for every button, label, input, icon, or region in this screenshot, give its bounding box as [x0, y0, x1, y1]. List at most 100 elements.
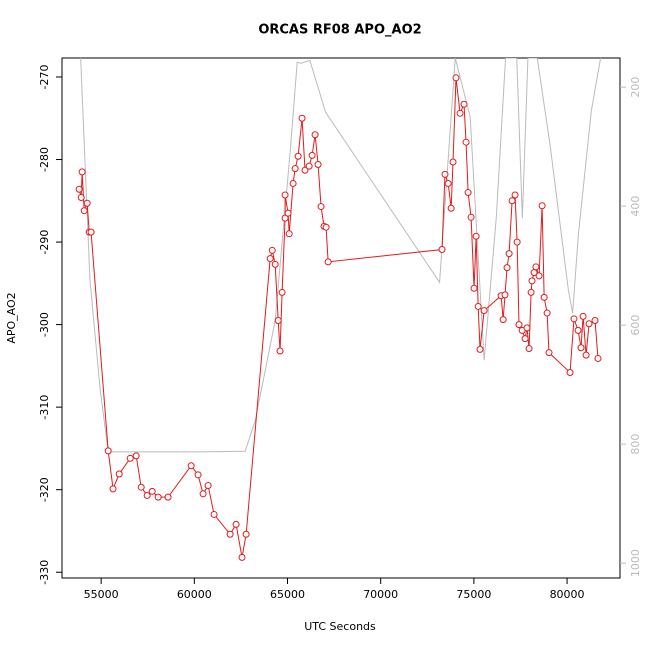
data-point	[238, 553, 246, 561]
data-point	[574, 326, 582, 334]
data-point	[525, 345, 533, 353]
data-point	[210, 510, 218, 518]
data-point	[199, 490, 207, 498]
data-point	[75, 185, 83, 193]
data-point	[281, 191, 289, 199]
data-point	[87, 228, 95, 236]
data-point	[474, 302, 482, 310]
data-point	[324, 258, 332, 266]
x-tick-label: 80000	[550, 588, 585, 601]
data-point	[126, 454, 134, 462]
data-point	[305, 162, 313, 170]
data-point	[109, 485, 117, 493]
data-point	[274, 316, 282, 324]
y2-tick-label: 400	[629, 196, 642, 217]
chart-title: ORCAS RF08 APO_AO2	[258, 23, 421, 38]
data-point	[538, 202, 546, 210]
y2-tick-label: 1000	[629, 549, 642, 577]
data-point	[579, 312, 587, 320]
data-point	[285, 230, 293, 238]
data-point	[501, 291, 509, 299]
data-point	[301, 166, 309, 174]
data-point	[499, 316, 507, 324]
data-point	[449, 158, 457, 166]
data-point	[540, 293, 548, 301]
data-point	[462, 138, 470, 146]
data-point	[438, 245, 446, 253]
y-axis-label: APO_AO2	[5, 292, 18, 343]
data-point	[452, 74, 460, 82]
y-tick-label: -270	[38, 64, 51, 89]
data-point	[476, 345, 484, 353]
plot-frame	[61, 57, 621, 579]
data-point	[276, 347, 284, 355]
data-point	[594, 354, 602, 362]
data-point	[281, 214, 289, 222]
data-point	[308, 151, 316, 159]
data-point	[505, 250, 513, 258]
y-tick-label: -310	[38, 395, 51, 420]
data-point	[535, 272, 543, 280]
data-point	[132, 452, 140, 460]
y-tick-label: -290	[38, 230, 51, 255]
x-tick-label: 55000	[84, 588, 119, 601]
data-point	[242, 530, 250, 538]
data-point	[444, 179, 452, 187]
data-point	[577, 344, 585, 352]
y-tick-label: -280	[38, 147, 51, 172]
data-point	[503, 264, 511, 272]
data-point	[545, 349, 553, 357]
data-point	[266, 255, 274, 263]
y2-tick-label: 600	[629, 315, 642, 336]
data-point	[232, 520, 240, 528]
data-point	[291, 165, 299, 173]
data-point	[187, 462, 195, 470]
data-point	[532, 263, 540, 271]
x-axis-label: UTC Seconds	[304, 620, 376, 633]
data-point	[470, 284, 478, 292]
data-point	[104, 447, 112, 455]
data-point	[298, 114, 306, 122]
data-point	[78, 168, 86, 176]
data-point	[204, 482, 212, 490]
data-point	[508, 197, 516, 205]
plot-area	[75, 58, 602, 561]
data-point	[83, 199, 91, 207]
data-point	[472, 232, 480, 240]
data-point	[311, 131, 319, 139]
data-point	[77, 193, 85, 201]
data-point	[271, 260, 279, 268]
data-point	[80, 207, 88, 215]
x-tick-label: 75000	[456, 588, 491, 601]
data-point	[582, 351, 590, 359]
data-point	[137, 483, 145, 491]
x-tick-label: 65000	[270, 588, 305, 601]
data-point	[467, 213, 475, 221]
y-tick-label: -320	[38, 477, 51, 502]
data-point	[513, 238, 521, 246]
data-point	[585, 320, 593, 328]
data-point	[511, 191, 519, 199]
data-point	[515, 321, 523, 329]
data-point	[527, 288, 535, 296]
series-line	[80, 58, 602, 453]
data-point	[591, 316, 599, 324]
data-point	[570, 315, 578, 323]
data-point	[460, 100, 468, 108]
data-point	[284, 209, 292, 217]
y2-tick-label: 800	[629, 434, 642, 455]
y-tick-label: -300	[38, 312, 51, 337]
data-point	[480, 307, 488, 315]
data-point	[317, 203, 325, 211]
y-tick-label: -330	[38, 560, 51, 585]
data-point	[523, 324, 531, 332]
data-point	[115, 470, 123, 478]
data-point	[314, 160, 322, 168]
data-point	[164, 493, 172, 501]
y2-tick-label: 200	[629, 77, 642, 98]
data-point	[194, 471, 202, 479]
data-point	[528, 277, 536, 285]
x-tick-label: 70000	[363, 588, 398, 601]
data-point	[464, 189, 472, 197]
